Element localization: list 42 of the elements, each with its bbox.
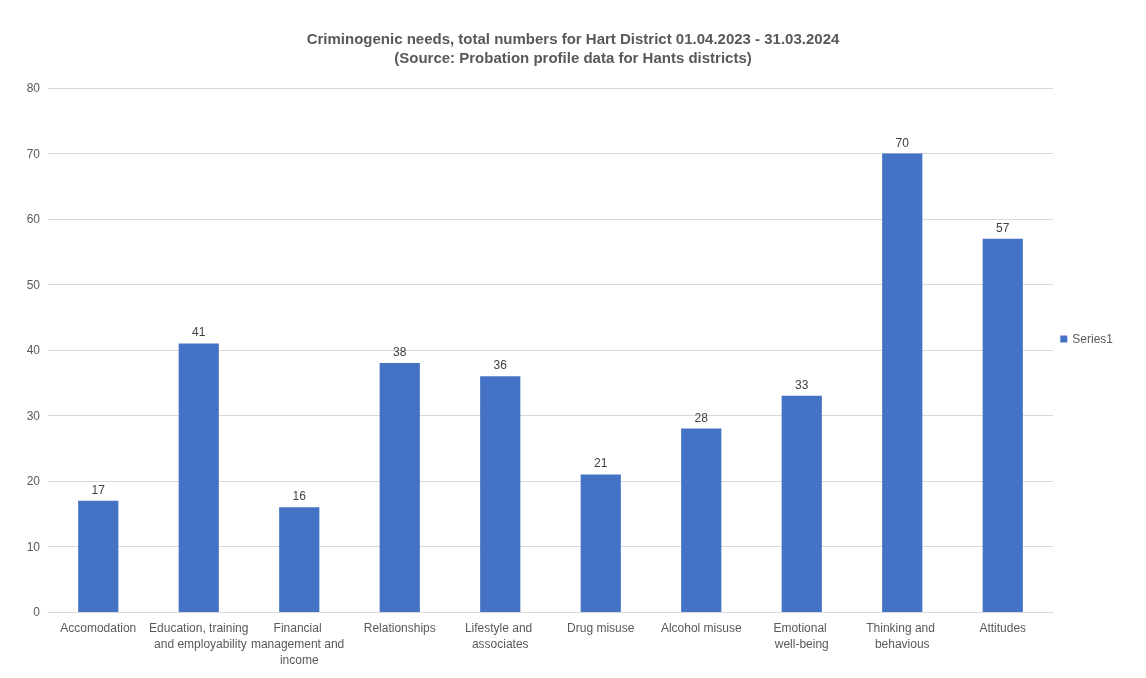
x-tick-label: Thinking and behavious [866,621,939,651]
x-tick-label: Financial management and income [250,621,348,667]
x-tick-label: Emotional well-being [773,621,831,651]
y-tick-label: 30 [26,408,41,423]
data-label: 41 [192,325,206,340]
y-tick-label: 60 [26,212,41,226]
bar [882,153,923,612]
data-label: 33 [795,377,809,392]
x-tick-label: Relationships [363,621,436,635]
x-tick-label: Drug misuse [567,621,635,635]
data-label: 21 [594,456,608,471]
chart-subtitle: (Source: Probation profile data for Hants districts) [394,49,752,66]
y-tick-label: 20 [26,474,41,488]
y-tick-label: 10 [26,539,41,554]
y-tick-label: 80 [26,81,41,95]
bar [982,238,1023,612]
x-tick-label: Alcohol misuse [660,621,742,635]
y-tick-label: 40 [26,343,41,357]
data-label: 70 [895,135,910,150]
bar [681,428,722,612]
data-label: 57 [996,220,1010,235]
x-tick-label: Accomodation [60,621,137,635]
bar [379,363,420,612]
data-label: 17 [91,482,106,497]
bar [781,395,822,612]
legend-label: Series1 [1072,332,1114,346]
y-tick-label: 0 [33,605,41,619]
data-label: 36 [493,358,508,373]
bar [279,507,320,612]
x-tick-label: Attitudes [979,621,1027,635]
chart-title: Criminogenic needs, total numbers for Hart District 01.04.2023 - 31.03.2024 [306,30,840,47]
x-tick-label: Lifestyle and associates [464,621,536,651]
data-label: 28 [694,410,709,425]
x-tick-label: Education, training and employability [149,621,249,651]
data-label: 16 [292,489,307,504]
bar [480,376,521,612]
bar [78,500,119,612]
bar [580,474,621,612]
bar [178,343,219,612]
y-tick-label: 50 [26,277,41,292]
y-tick-label: 70 [26,146,41,161]
data-label: 38 [393,345,407,360]
